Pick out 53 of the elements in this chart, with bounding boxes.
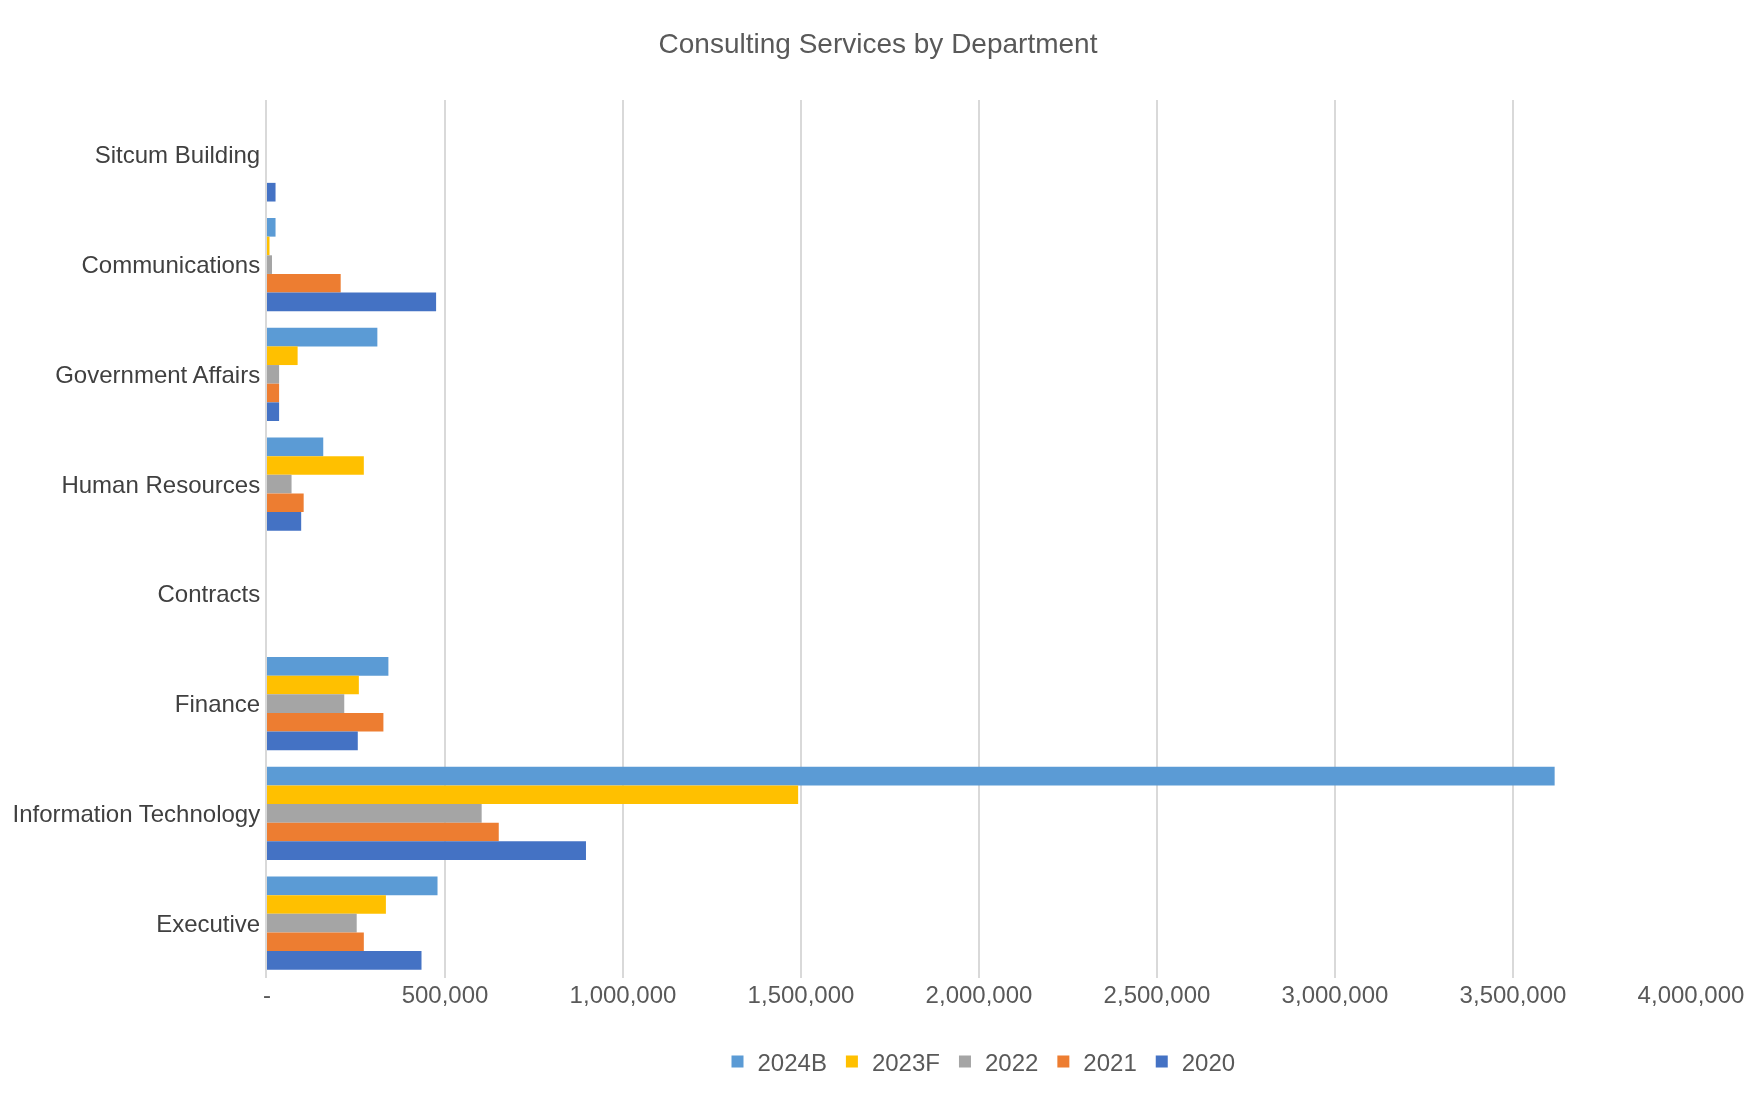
bar xyxy=(267,913,357,933)
bar xyxy=(267,932,364,952)
bar xyxy=(267,656,389,676)
bar xyxy=(267,804,482,823)
bar xyxy=(267,365,280,384)
legend-label: 2023F xyxy=(871,1048,940,1076)
bar xyxy=(267,456,364,475)
legend-label: 2020 xyxy=(1181,1048,1236,1076)
x-tick-label: 500,000 xyxy=(401,981,489,1008)
bar xyxy=(267,694,345,713)
bar xyxy=(267,675,359,695)
bar xyxy=(267,731,358,751)
bar xyxy=(267,841,586,861)
bar xyxy=(267,766,1555,786)
bar xyxy=(267,712,384,732)
x-tick-label: 4,000,000 xyxy=(1637,981,1745,1008)
bar xyxy=(267,822,499,842)
bar xyxy=(267,951,422,970)
y-tick-label: Government Affairs xyxy=(55,360,261,388)
bar xyxy=(267,217,276,237)
y-tick-label: Information Technology xyxy=(12,799,261,827)
y-tick-label: Sitcum Building xyxy=(94,141,261,169)
x-tick-label: 3,000,000 xyxy=(1281,981,1389,1008)
x-tick-label: 1,500,000 xyxy=(747,981,855,1008)
x-tick-label: - xyxy=(263,981,271,1008)
y-tick-label: Finance xyxy=(174,690,261,718)
x-tick-label: 3,500,000 xyxy=(1459,981,1567,1008)
x-tick-label: 1,000,000 xyxy=(569,981,677,1008)
bar xyxy=(267,402,280,422)
bar xyxy=(267,437,324,457)
bar xyxy=(267,474,292,494)
x-tick-label: 2,500,000 xyxy=(1103,981,1211,1008)
bar xyxy=(267,512,302,531)
y-tick-label: Communications xyxy=(81,251,261,279)
bar xyxy=(267,493,304,513)
legend-label: 2024B xyxy=(757,1048,827,1076)
bar xyxy=(267,346,298,366)
bar xyxy=(267,182,276,202)
y-tick-label: Human Resources xyxy=(61,470,261,498)
bar xyxy=(267,273,341,293)
bar xyxy=(267,895,386,914)
y-tick-label: Executive xyxy=(156,909,261,937)
bar xyxy=(267,292,437,312)
bar xyxy=(267,785,799,805)
legend-label: 2021 xyxy=(1083,1048,1137,1076)
bar xyxy=(267,255,272,274)
bar xyxy=(267,383,280,403)
bar xyxy=(267,327,378,347)
bar xyxy=(267,876,438,896)
y-tick-label: Contracts xyxy=(157,580,261,608)
chart-title: Consulting Services by Department xyxy=(658,28,1098,60)
x-tick-label: 2,000,000 xyxy=(925,981,1033,1008)
legend-label: 2022 xyxy=(984,1048,1039,1076)
